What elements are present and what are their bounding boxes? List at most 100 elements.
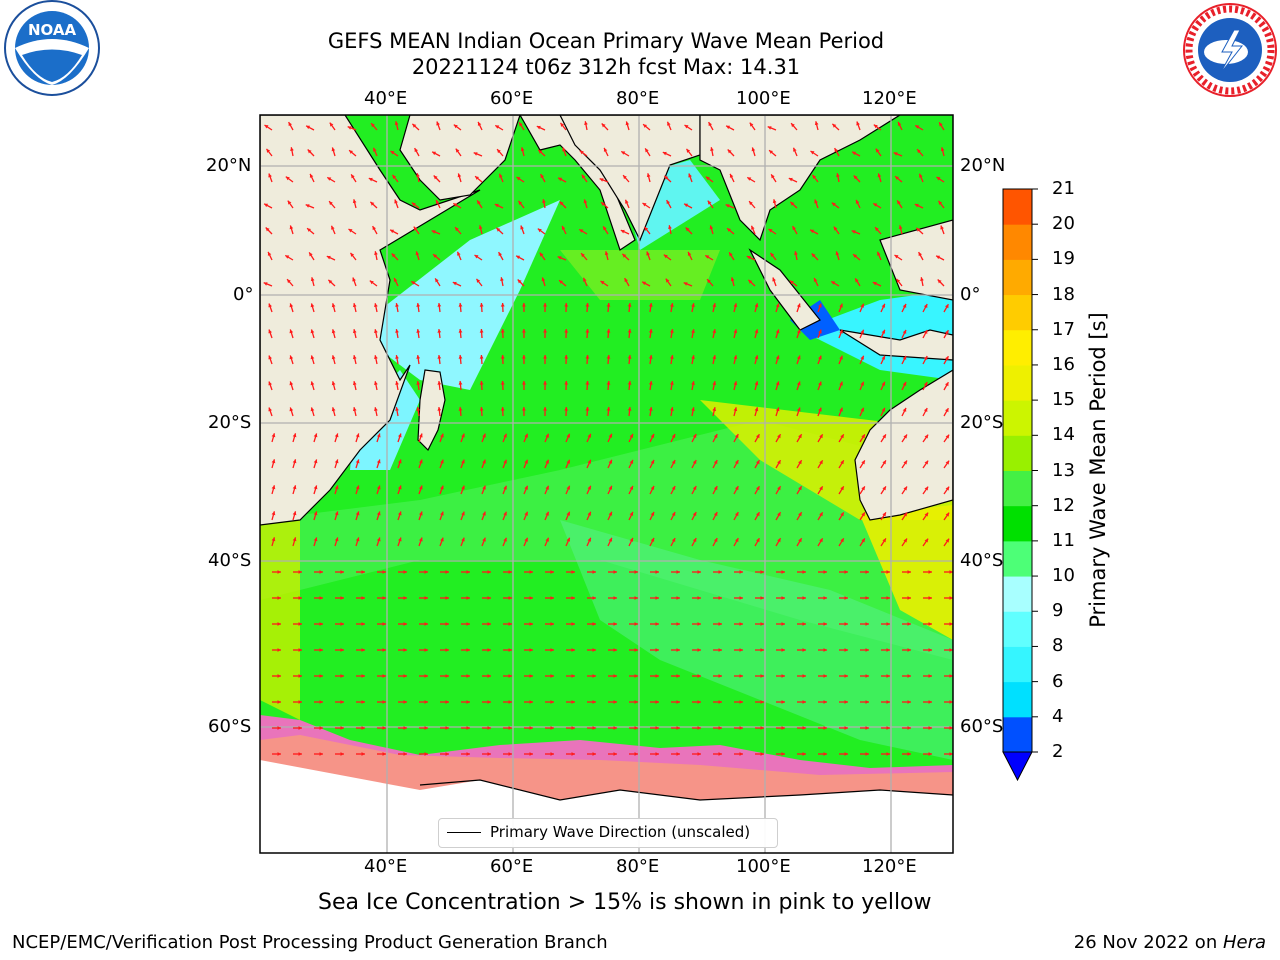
wave-direction-arrowhead xyxy=(376,433,381,438)
wave-direction-arrowhead xyxy=(592,596,596,600)
wave-direction-arrowhead xyxy=(457,251,461,256)
wave-direction-arrowhead xyxy=(585,303,590,307)
wave-direction-arrowhead xyxy=(739,752,743,756)
wave-direction-arrowhead xyxy=(739,596,743,600)
wave-direction-arrowhead xyxy=(361,726,365,730)
wave-direction-arrowhead xyxy=(271,537,276,542)
period-band-12 xyxy=(560,250,720,300)
wave-direction-arrowhead xyxy=(903,486,907,491)
wave-direction-arrowhead xyxy=(313,433,318,438)
wave-direction-arrowhead xyxy=(298,752,302,756)
wave-direction-arrowhead xyxy=(819,460,823,465)
wave-direction-arrowhead xyxy=(718,674,722,678)
wave-direction-arrowhead xyxy=(542,199,546,203)
wave-direction-arrowhead xyxy=(733,329,738,334)
wave-direction-arrowhead xyxy=(865,570,869,574)
wave-direction-arrowhead xyxy=(844,596,848,600)
wave-direction-arrowhead xyxy=(928,726,932,730)
wave-direction-arrowhead xyxy=(310,303,315,308)
wave-direction-arrowhead xyxy=(865,622,869,626)
lon-tick-bottom: 80°E xyxy=(616,856,660,877)
wave-direction-arrowhead xyxy=(729,173,734,178)
wave-direction-arrowhead xyxy=(811,253,816,258)
colorbar-segment xyxy=(1003,611,1032,647)
wave-direction-arrowhead xyxy=(760,752,764,756)
wave-direction-arrowhead xyxy=(403,700,407,704)
wave-direction-arrowhead xyxy=(844,648,848,652)
wave-direction-arrowhead xyxy=(585,355,590,359)
wave-direction-arrowhead xyxy=(940,225,944,230)
colorbar-label: 16 xyxy=(1052,353,1075,375)
wave-direction-arrowhead xyxy=(802,726,806,730)
wave-direction-arrowhead xyxy=(777,538,781,543)
wave-direction-arrowhead xyxy=(445,596,449,600)
wave-direction-arrowhead xyxy=(522,303,526,307)
wave-direction-arrowhead xyxy=(268,329,272,334)
wave-direction-arrowhead xyxy=(823,726,827,730)
wave-direction-arrowhead xyxy=(571,752,575,756)
wave-direction-arrowhead xyxy=(271,433,276,438)
wave-direction-arrowhead xyxy=(772,199,777,204)
wave-direction-arrowhead xyxy=(735,460,739,465)
wave-direction-arrowhead xyxy=(500,277,504,281)
wave-direction-arrowhead xyxy=(376,459,381,464)
lat-tick-left: 20°N xyxy=(206,155,252,176)
wave-direction-arrowhead xyxy=(818,407,822,412)
wave-direction-arrowhead xyxy=(718,622,722,626)
wave-direction-arrowhead xyxy=(924,434,929,439)
wave-direction-arrowhead xyxy=(713,486,718,491)
wave-direction-arrowhead xyxy=(882,486,886,491)
wave-direction-arrowhead xyxy=(268,173,272,178)
wave-direction-arrowhead xyxy=(949,752,953,756)
wave-direction-arrowhead xyxy=(545,433,549,438)
wave-direction-arrowhead xyxy=(792,226,796,231)
wave-direction-arrowhead xyxy=(292,537,297,542)
wave-direction-arrowhead xyxy=(781,570,785,574)
wave-direction-arrowhead xyxy=(692,460,697,464)
wave-direction-arrowhead xyxy=(865,700,869,704)
wave-direction-arrowhead xyxy=(508,752,512,756)
wave-direction-arrowhead xyxy=(683,282,688,286)
wave-direction-arrowhead xyxy=(306,125,311,130)
wave-direction-arrowhead xyxy=(902,355,907,360)
wave-direction-arrowhead xyxy=(945,408,949,413)
graticule xyxy=(260,115,953,853)
wave-direction-arrowhead xyxy=(634,700,638,704)
wave-direction-arrowhead xyxy=(739,622,743,626)
wave-direction-arrowhead xyxy=(949,622,953,626)
wave-direction-arrowhead xyxy=(662,151,667,156)
wave-direction-arrowhead xyxy=(403,570,407,574)
wave-direction-arrowhead xyxy=(760,726,764,730)
wave-direction-arrowhead xyxy=(268,381,272,386)
land-australia xyxy=(854,369,953,521)
wave-direction-arrowhead xyxy=(818,329,822,334)
noaa-logo-lettering: NOAA xyxy=(28,21,77,39)
wave-direction-arrowhead xyxy=(945,460,950,465)
wave-direction-arrowhead xyxy=(877,173,882,178)
wave-direction-arrowhead xyxy=(348,229,353,233)
wave-direction-arrowhead xyxy=(571,648,575,652)
wave-direction-arrowhead xyxy=(305,204,310,208)
wave-direction-arrowhead xyxy=(928,752,932,756)
wave-direction-arrowhead xyxy=(592,726,596,730)
wave-direction-arrowhead xyxy=(374,355,378,359)
wave-direction-arrowhead xyxy=(844,726,848,730)
wave-direction-arrowhead xyxy=(668,225,672,229)
wave-direction-arrowhead xyxy=(634,622,638,626)
wave-direction-arrowhead xyxy=(802,648,806,652)
wave-direction-arrowhead xyxy=(374,329,378,333)
colorbar-segment xyxy=(1003,646,1032,683)
wave-direction-arrowhead xyxy=(419,433,423,438)
wave-direction-arrowhead xyxy=(319,648,323,652)
wave-direction-arrowhead xyxy=(793,147,797,152)
wave-direction-arrowhead xyxy=(466,726,470,730)
wave-direction-arrowhead xyxy=(395,407,399,411)
wave-direction-arrowhead xyxy=(277,674,281,678)
lat-tick-left: 40°S xyxy=(208,550,252,571)
wave-direction-arrowhead xyxy=(650,511,655,516)
wave-direction-arrowhead xyxy=(886,752,890,756)
colorbar-segment xyxy=(1003,364,1032,401)
wave-direction-arrowhead xyxy=(340,674,344,678)
wave-direction-arrowhead xyxy=(319,752,323,756)
wave-direction-arrowhead xyxy=(713,460,718,465)
